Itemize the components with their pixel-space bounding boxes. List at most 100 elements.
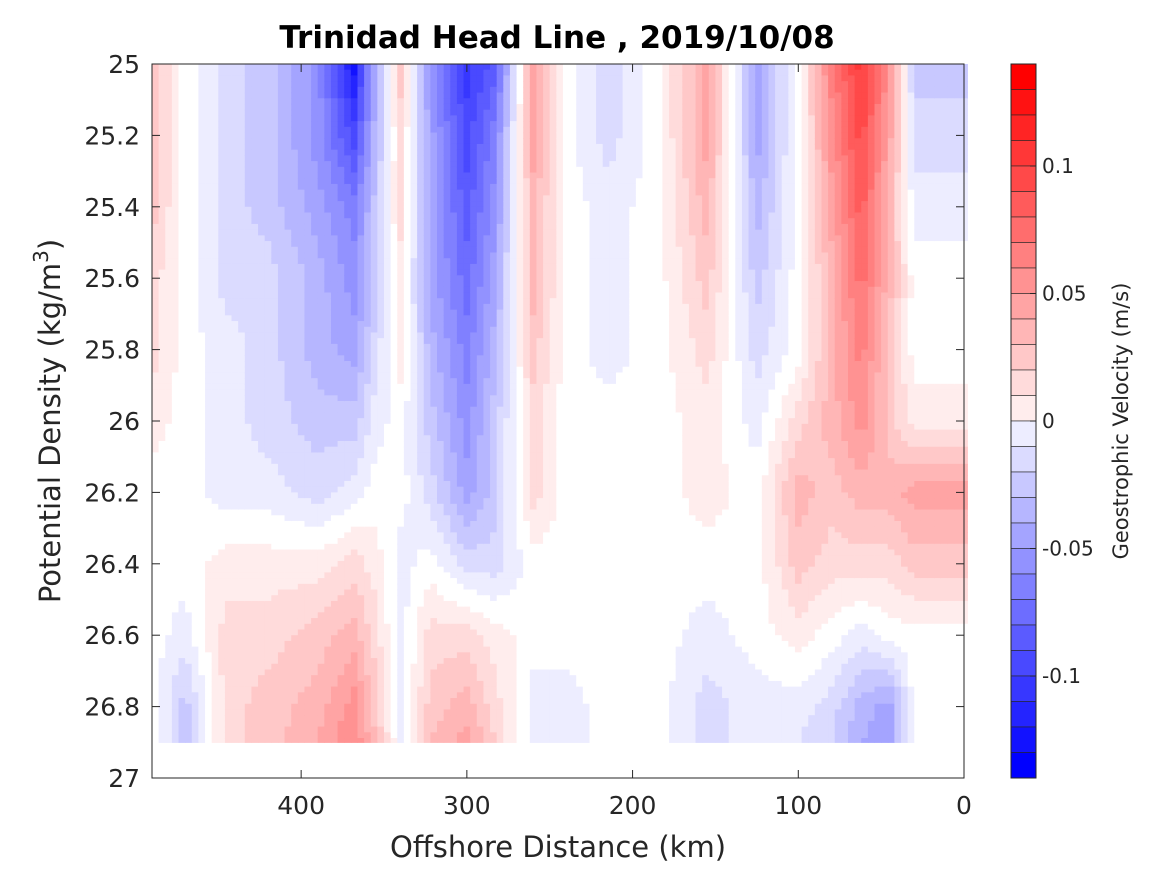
contour-cell [317,652,325,659]
contour-cell [370,406,378,414]
contour-cell [152,646,160,653]
contour-cell [284,309,292,316]
contour-cell [417,498,425,505]
contour-cell [224,658,233,665]
contour-cell [165,566,173,573]
contour-cell [291,612,299,619]
contour-cell [171,103,180,111]
contour-cell [317,606,325,613]
contour-cell [251,538,259,545]
contour-cell [284,458,292,465]
contour-cell [198,383,206,391]
contour-cell [152,121,160,128]
contour-cell [390,475,398,482]
contour-cell [205,263,213,271]
contour-cell [244,543,253,551]
contour-cell [171,206,180,214]
contour-cell [198,692,206,699]
contour-cell [330,709,339,716]
contour-cell [277,618,286,625]
contour-cell [377,566,385,573]
contour-cell [152,486,160,493]
contour-cell [238,578,246,585]
contour-cell [152,532,160,539]
contour-cell [370,412,378,419]
contour-cell [304,526,312,533]
contour-cell [417,486,425,493]
contour-cell [377,709,385,716]
contour-cell [277,635,286,642]
contour-cell [244,669,253,676]
contour-cell [178,121,186,128]
contour-cell [417,652,425,659]
contour-cell [205,618,213,625]
contour-cell [264,332,272,339]
contour-cell [198,440,206,448]
contour-cell [311,189,319,196]
contour-cell [165,286,173,294]
contour-cell [185,195,193,202]
contour-cell [218,115,226,122]
contour-cell [224,383,233,391]
contour-cell [317,463,325,471]
contour-cell [397,161,405,168]
contour-cell [251,303,259,311]
contour-cell [350,458,359,465]
contour-cell [258,338,266,345]
contour-cell [158,183,166,191]
contour-cell [158,486,166,493]
contour-cell [238,652,246,659]
contour-cell [403,532,412,539]
contour-cell [238,103,246,111]
contour-cell [284,732,292,739]
contour-cell [238,275,246,282]
contour-cell [403,98,412,105]
contour-cell [264,155,272,162]
contour-cell [417,241,425,248]
contour-cell [211,298,219,305]
contour-cell [390,349,398,356]
contour-cell [317,201,325,208]
contour-cell [330,589,339,596]
contour-cell [171,361,180,368]
contour-cell [297,538,306,545]
contour-cell [291,166,299,174]
contour-cell [258,578,266,585]
contour-cell [171,212,180,219]
contour-cell [185,652,193,659]
contour-cell [397,332,405,339]
contour-cell [344,275,352,282]
contour-cell [337,218,345,225]
contour-cell [397,143,405,151]
contour-cell [370,178,378,185]
contour-cell [178,315,186,322]
contour-cell [297,263,306,271]
contour-cell [350,703,359,711]
contour-cell [185,309,193,316]
contour-cell [218,532,226,539]
contour-cell [244,263,253,271]
contour-cell [397,486,405,493]
contour-cell [384,406,392,414]
contour-cell [324,692,332,699]
contour-cell [211,223,219,231]
contour-cell [350,669,359,676]
contour-cell [357,309,365,316]
contour-cell [384,715,392,722]
contour-cell [277,509,286,516]
contour-cell [403,658,412,665]
contour-cell [317,532,325,539]
contour-cell [311,138,319,145]
contour-cell [377,406,385,414]
contour-cell [224,726,233,733]
contour-cell [377,378,385,385]
contour-cell [390,326,398,334]
contour-cell [218,246,226,254]
contour-cell [317,241,325,248]
contour-cell [165,560,173,568]
contour-cell [258,372,266,379]
contour-cell [297,629,306,636]
contour-cell [324,429,332,436]
contour-cell [191,726,199,733]
contour-cell [357,395,365,402]
